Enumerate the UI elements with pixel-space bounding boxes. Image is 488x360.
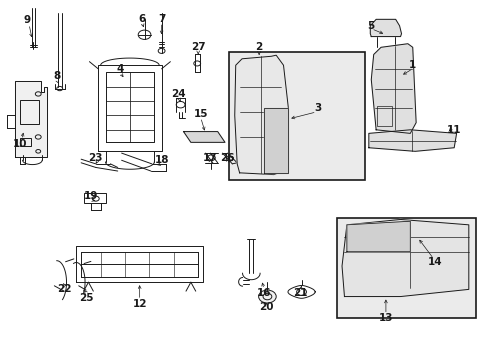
- Polygon shape: [346, 221, 409, 252]
- Polygon shape: [183, 132, 224, 142]
- Polygon shape: [264, 108, 288, 173]
- Bar: [336, 218, 475, 318]
- Polygon shape: [341, 220, 468, 297]
- Text: 14: 14: [427, 257, 441, 267]
- Text: 10: 10: [13, 139, 27, 149]
- Text: 7: 7: [158, 14, 165, 24]
- Polygon shape: [369, 19, 401, 37]
- Polygon shape: [234, 55, 288, 175]
- Polygon shape: [15, 81, 47, 157]
- Text: 17: 17: [203, 153, 217, 163]
- Text: 11: 11: [446, 125, 461, 135]
- Circle shape: [258, 290, 276, 303]
- Polygon shape: [368, 130, 456, 151]
- Text: 15: 15: [193, 109, 207, 119]
- Text: 6: 6: [138, 14, 145, 24]
- Text: 18: 18: [154, 155, 168, 165]
- Text: 20: 20: [259, 302, 273, 312]
- Text: 12: 12: [132, 299, 146, 309]
- Text: 27: 27: [190, 42, 205, 52]
- Text: 24: 24: [171, 89, 185, 99]
- Text: 8: 8: [53, 71, 61, 81]
- Text: 5: 5: [367, 21, 374, 31]
- Text: 1: 1: [408, 60, 415, 70]
- Bar: [20, 100, 39, 125]
- Text: 25: 25: [79, 293, 93, 303]
- Text: 2: 2: [255, 42, 262, 52]
- Text: 3: 3: [313, 103, 321, 113]
- Text: 9: 9: [24, 15, 31, 26]
- Text: 21: 21: [293, 288, 307, 298]
- Bar: [83, 193, 105, 203]
- Text: 23: 23: [88, 153, 103, 163]
- Text: 22: 22: [57, 284, 71, 294]
- Text: 16: 16: [256, 288, 271, 298]
- Text: 13: 13: [378, 313, 392, 323]
- Text: 19: 19: [83, 191, 98, 201]
- Bar: [228, 51, 365, 180]
- Bar: [20, 138, 31, 146]
- Bar: [376, 107, 391, 126]
- Text: 4: 4: [116, 64, 123, 74]
- Text: 26: 26: [220, 153, 234, 163]
- Polygon shape: [370, 44, 415, 134]
